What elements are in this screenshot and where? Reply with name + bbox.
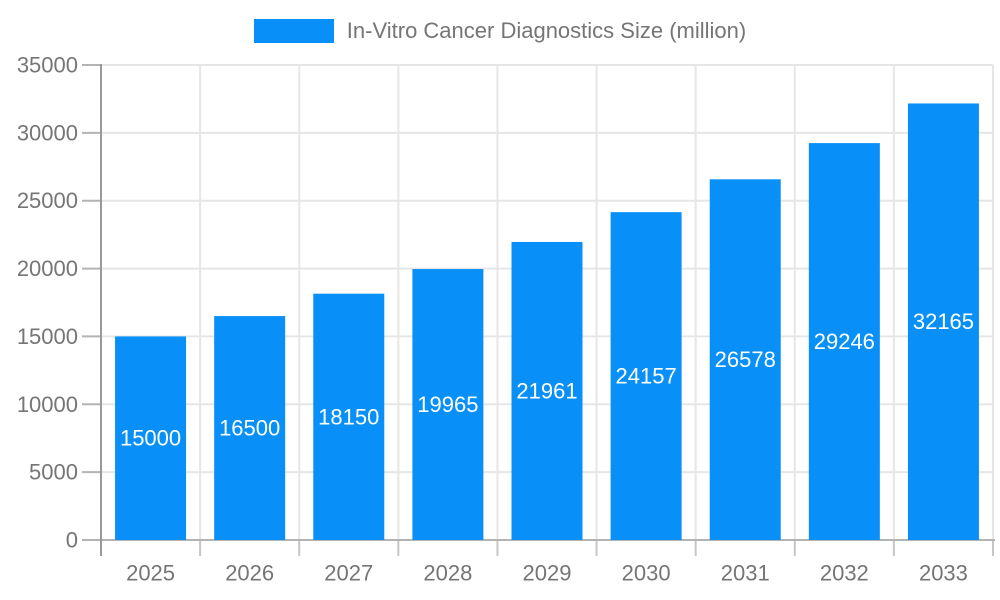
y-tick-label: 20000 bbox=[17, 256, 78, 281]
bar-value-label: 18150 bbox=[318, 404, 379, 429]
bar-2033 bbox=[907, 103, 979, 540]
bar-2028 bbox=[412, 269, 484, 540]
bar-value-label: 32165 bbox=[913, 309, 974, 334]
x-tick-label: 2030 bbox=[622, 561, 671, 586]
bar-2025 bbox=[115, 336, 187, 540]
bar-value-label: 15000 bbox=[120, 426, 181, 451]
y-tick-label: 15000 bbox=[17, 324, 78, 349]
bar-value-label: 26578 bbox=[715, 347, 776, 372]
bar-2031 bbox=[709, 179, 781, 540]
bar-2030 bbox=[610, 212, 682, 540]
bar-2027 bbox=[313, 293, 385, 540]
x-tick-label: 2025 bbox=[126, 561, 175, 586]
y-tick-label: 10000 bbox=[17, 392, 78, 417]
bar-2032 bbox=[808, 143, 880, 540]
y-tick-label: 35000 bbox=[17, 53, 78, 78]
bar-2026 bbox=[214, 316, 286, 540]
x-tick-label: 2027 bbox=[324, 561, 373, 586]
y-tick-label: 5000 bbox=[29, 460, 78, 485]
bar-2029 bbox=[511, 241, 583, 540]
x-tick-label: 2028 bbox=[423, 561, 472, 586]
bar-value-label: 24157 bbox=[616, 364, 677, 389]
bar-value-label: 16500 bbox=[219, 416, 280, 441]
x-tick-label: 2029 bbox=[523, 561, 572, 586]
x-tick-label: 2032 bbox=[820, 561, 869, 586]
y-tick-label: 25000 bbox=[17, 188, 78, 213]
y-tick-label: 30000 bbox=[17, 120, 78, 145]
x-tick-label: 2026 bbox=[225, 561, 274, 586]
x-tick-label: 2033 bbox=[919, 561, 968, 586]
y-tick-label: 0 bbox=[66, 528, 78, 553]
bar-value-label: 21961 bbox=[516, 378, 577, 403]
bar-value-label: 29246 bbox=[814, 329, 875, 354]
bar-value-label: 19965 bbox=[417, 392, 478, 417]
x-tick-label: 2031 bbox=[721, 561, 770, 586]
